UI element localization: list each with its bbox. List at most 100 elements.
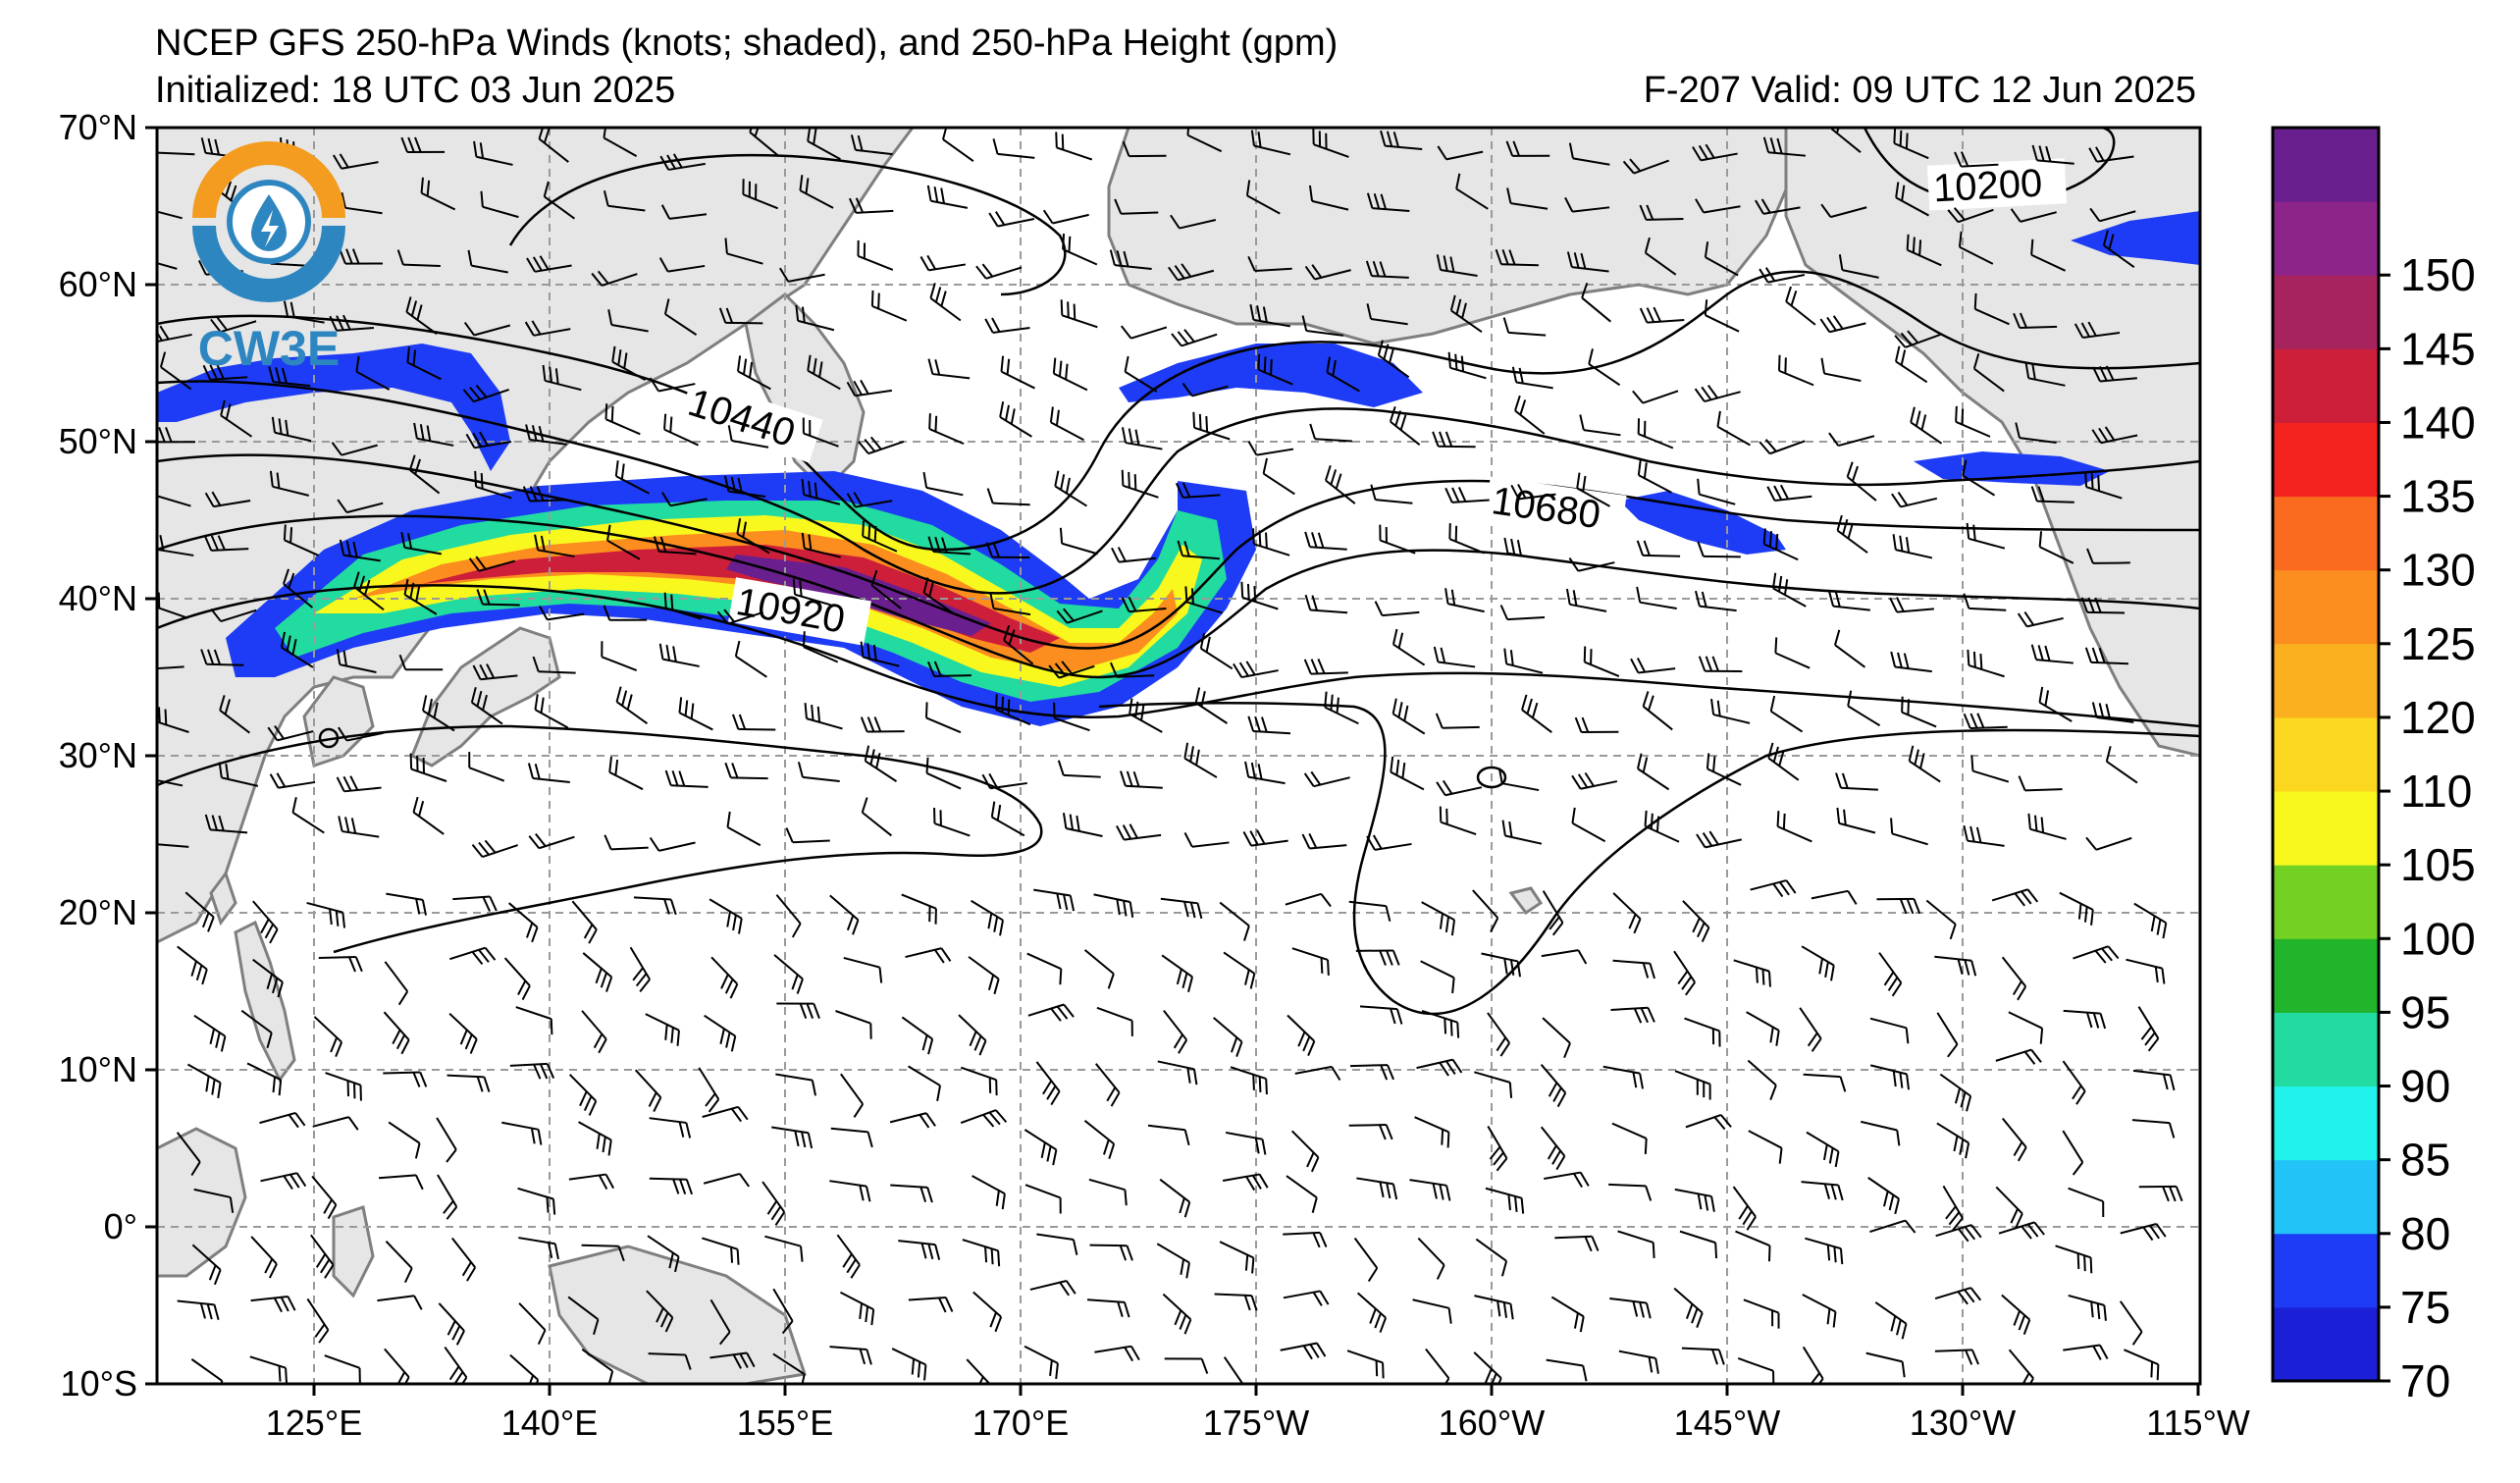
wind-barb <box>1865 1351 1906 1378</box>
wind-barb <box>702 1105 749 1123</box>
wind-barb <box>2063 1344 2109 1360</box>
wind-barb <box>724 762 768 780</box>
wind-barb <box>999 401 1032 438</box>
wind-barb <box>1436 254 1478 278</box>
wind-barb <box>470 687 503 725</box>
wind-barb <box>1120 770 1163 789</box>
wind-barb <box>1359 1005 1403 1025</box>
wind-barb <box>1247 255 1292 272</box>
wind-barb <box>1750 879 1797 898</box>
wind-barb <box>1732 1186 1757 1231</box>
wind-barb <box>210 608 257 623</box>
wind-barb <box>1735 1230 1771 1262</box>
wind-barb <box>1240 581 1279 610</box>
colorbar-bin <box>2273 1306 2379 1382</box>
wind-barb <box>773 954 804 994</box>
wind-barb <box>775 1073 817 1096</box>
wind-barb <box>1348 1124 1393 1140</box>
wind-barb <box>658 257 706 273</box>
wind-barb <box>603 605 648 621</box>
wind-barb <box>1436 779 1483 797</box>
wind-barb <box>1612 892 1642 934</box>
wind-barb <box>1121 469 1159 499</box>
wind-barb <box>1171 329 1218 347</box>
wind-barb <box>336 649 377 673</box>
wind-barb <box>1762 136 1806 157</box>
chart-title: NCEP GFS 250-hPa Winds (knots; shaded), … <box>155 23 1338 64</box>
wind-barb <box>716 609 764 625</box>
wind-barb <box>1233 661 1279 679</box>
wind-barb <box>985 542 1030 559</box>
wind-barb <box>538 128 569 163</box>
wind-barb <box>1564 196 1610 213</box>
wind-barb <box>1636 586 1677 610</box>
wind-barb <box>1759 267 1806 284</box>
wind-barb <box>647 1235 680 1273</box>
wind-barb <box>1762 528 1799 561</box>
wind-barb <box>1290 1130 1320 1173</box>
initialized-text: Initialized: 18 UTC 03 Jun 2025 <box>155 70 675 111</box>
wind-barb <box>339 248 383 265</box>
wind-barb <box>1421 901 1456 936</box>
wind-barb <box>2027 813 2067 840</box>
wind-barb <box>797 762 840 783</box>
wind-barb <box>422 695 455 732</box>
wind-barb <box>1637 753 1670 791</box>
wind-barb <box>839 1291 875 1326</box>
wind-barb <box>1244 761 1286 785</box>
wind-barb <box>1245 180 1281 215</box>
wind-barb <box>698 1067 720 1113</box>
wind-barb <box>1094 1345 1140 1362</box>
wind-barb <box>924 702 962 734</box>
wind-barb <box>1894 330 1941 348</box>
wind-barb <box>1157 1060 1198 1086</box>
wind-barb <box>2074 321 2121 339</box>
wind-barb <box>1301 833 1347 850</box>
wind-barb <box>908 1296 954 1313</box>
wind-barb <box>412 796 445 835</box>
wind-barb <box>177 945 208 985</box>
wind-barb <box>2030 238 2067 272</box>
wind-barb <box>1704 241 1739 277</box>
wind-barb <box>703 1172 750 1188</box>
wind-barb <box>269 772 316 789</box>
wind-barb <box>240 1009 273 1048</box>
wind-barb <box>1285 892 1332 908</box>
wind-barb <box>1576 472 1610 507</box>
wind-barb <box>1908 745 1941 783</box>
wind-barb <box>1219 901 1250 941</box>
wind-barb <box>1499 605 1546 621</box>
wind-barb <box>1998 1221 2045 1240</box>
wind-barb <box>1029 1280 1076 1297</box>
label-bg-10440 <box>678 377 823 463</box>
colorbar-bin <box>2273 348 2379 423</box>
wind-barb <box>660 204 708 220</box>
wind-barb <box>250 1295 296 1313</box>
wind-barb <box>1062 813 1103 837</box>
wind-barb <box>2126 958 2166 984</box>
wind-barb <box>2030 644 2074 664</box>
wind-barb <box>802 631 839 663</box>
wind-barb <box>861 797 893 837</box>
wind-barb <box>1706 753 1742 786</box>
wind-barb <box>1890 651 1932 673</box>
lat-label: 30°N <box>59 735 137 775</box>
wind-barb <box>601 641 638 671</box>
wind-barb <box>1934 1287 1982 1305</box>
wind-barb <box>829 1346 872 1365</box>
wind-barb <box>591 270 638 287</box>
wind-barb <box>908 1065 942 1101</box>
lon-label: 155°E <box>737 1403 833 1443</box>
wind-barb <box>2063 1009 2107 1030</box>
wind-barb <box>1042 209 1089 225</box>
wind-barb <box>324 1354 361 1384</box>
cw3e-logo: CW3E <box>192 141 345 376</box>
wind-barb <box>1639 306 1685 324</box>
wind-barb <box>843 956 883 983</box>
wind-barb <box>383 1071 428 1087</box>
wind-barb <box>1487 1012 1511 1057</box>
wind-barb <box>901 893 937 925</box>
wind-barb <box>522 485 567 503</box>
wind-barb <box>649 1177 694 1195</box>
colorbar-bin <box>2273 643 2379 718</box>
